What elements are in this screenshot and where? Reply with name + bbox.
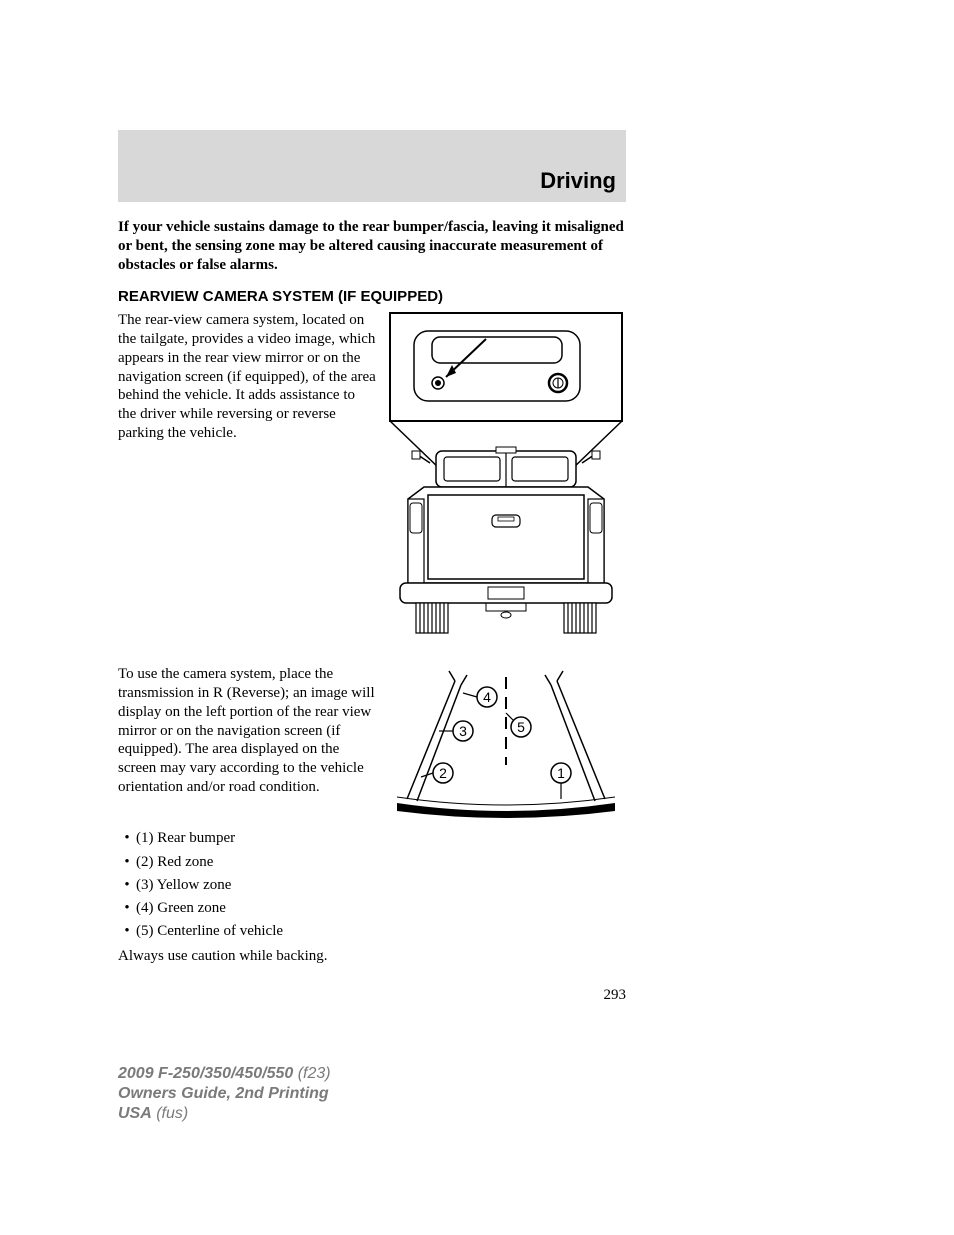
footer-line-1: 2009 F-250/350/450/550 (f23) (118, 1064, 331, 1084)
list-item: (3) Yellow zone (118, 874, 626, 897)
list-item: (2) Red zone (118, 851, 626, 874)
list-item: (5) Centerline of vehicle (118, 920, 626, 943)
zone-label-3: 3 (459, 723, 467, 739)
footer-block: 2009 F-250/350/450/550 (f23) Owners Guid… (118, 1064, 331, 1124)
footer-line-2: Owners Guide, 2nd Printing (118, 1084, 331, 1104)
row-camera-description: The rear-view camera system, located on … (118, 311, 626, 651)
footer-model: 2009 F-250/350/450/550 (118, 1065, 293, 1082)
footer-line-3: USA (fus) (118, 1104, 331, 1124)
zone-label-5: 5 (517, 719, 525, 735)
list-item-text: (3) Yellow zone (136, 877, 231, 893)
zone-label-1: 1 (557, 765, 565, 781)
para-camera-description: The rear-view camera system, located on … (118, 311, 376, 651)
list-item-text: (5) Centerline of vehicle (136, 923, 283, 939)
list-item-text: (1) Rear bumper (136, 830, 235, 846)
chapter-title: Driving (540, 168, 616, 194)
list-item-text: (4) Green zone (136, 900, 226, 916)
list-item: (1) Rear bumper (118, 827, 626, 850)
footer-region: USA (118, 1105, 152, 1122)
row-zone-description: To use the camera system, place the tran… (118, 665, 626, 821)
list-item-text: (2) Red zone (136, 854, 213, 870)
list-item: (4) Green zone (118, 897, 626, 920)
zone-label-4: 4 (483, 689, 491, 705)
caution-text: Always use caution while backing. (118, 948, 626, 965)
zone-diagram-svg: 4 3 5 2 1 (393, 665, 619, 821)
figure-tailgate-truck (386, 311, 626, 651)
warning-paragraph: If your vehicle sustains damage to the r… (118, 218, 626, 274)
tailgate-truck-svg (388, 311, 624, 651)
zone-label-2: 2 (439, 765, 447, 781)
section-heading: REARVIEW CAMERA SYSTEM (IF EQUIPPED) (118, 288, 626, 305)
para-zone-description: To use the camera system, place the tran… (118, 665, 376, 821)
figure-zones: 4 3 5 2 1 (386, 665, 626, 821)
footer-code: (f23) (293, 1065, 330, 1082)
footer-region-code: (fus) (152, 1105, 188, 1122)
chapter-header-bar: Driving (118, 130, 626, 202)
page-number: 293 (118, 987, 626, 1004)
page-content: Driving If your vehicle sustains damage … (118, 130, 626, 1004)
zone-legend-list: (1) Rear bumper (2) Red zone (3) Yellow … (118, 827, 626, 943)
